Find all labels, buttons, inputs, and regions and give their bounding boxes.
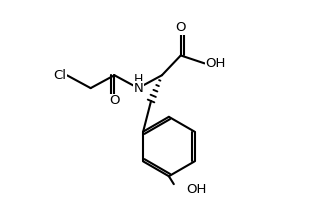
Text: H: H bbox=[134, 73, 143, 86]
Text: OH: OH bbox=[206, 57, 226, 70]
Text: OH: OH bbox=[187, 183, 207, 196]
Text: Cl: Cl bbox=[53, 69, 66, 82]
Text: O: O bbox=[175, 21, 186, 34]
Text: N: N bbox=[133, 82, 143, 95]
Text: O: O bbox=[109, 94, 120, 108]
